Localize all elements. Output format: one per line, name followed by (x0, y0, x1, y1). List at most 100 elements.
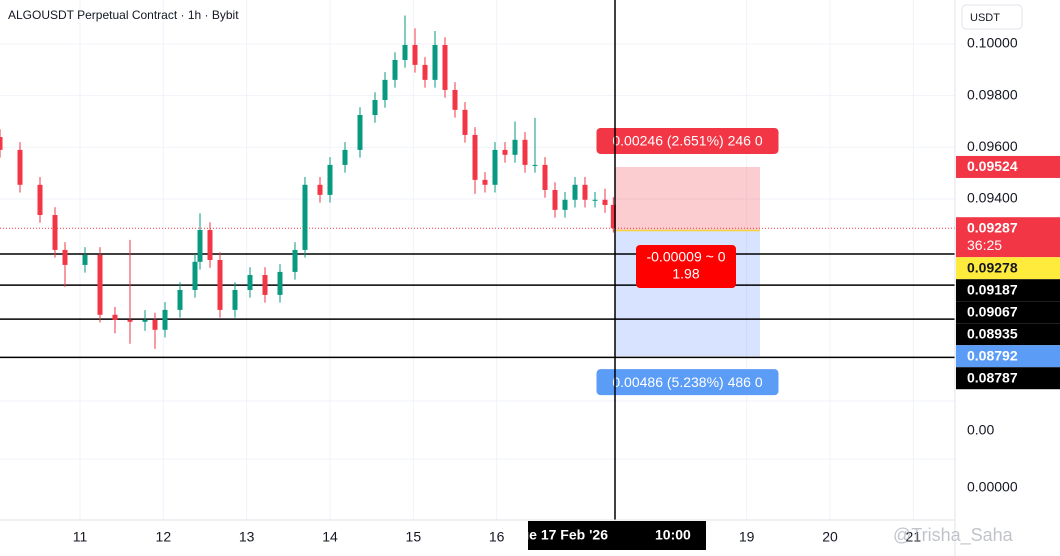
candle-body (317, 184, 323, 195)
price-badge: 0.09187 (967, 281, 1018, 297)
candle-body (502, 149, 508, 155)
watermark: @Trisha_Saha (893, 525, 1014, 546)
candle-body (82, 254, 88, 265)
candle-body (572, 184, 578, 200)
candle-body (382, 79, 388, 101)
candle-body (342, 149, 348, 165)
price-badge-bg (956, 279, 1060, 302)
candle-body (17, 149, 23, 185)
x-tick-label: 16 (489, 529, 505, 545)
x-tick-label: 21 (906, 529, 922, 545)
currency-button[interactable]: USDT (970, 12, 1000, 24)
price-badge-bg (956, 217, 1060, 258)
price-badge-bg (956, 323, 1060, 346)
candle-body (392, 59, 398, 80)
target-zone (615, 166, 760, 231)
candle-body (262, 274, 268, 295)
candle-body (152, 319, 158, 330)
candle-body (562, 199, 568, 210)
candle-body (327, 164, 333, 195)
chart-title: ALGOUSDT Perpetual Contract · 1h · Bybit (8, 8, 239, 22)
x-tick-label: 13 (239, 529, 255, 545)
candle-body (462, 109, 468, 135)
candle-body (522, 139, 528, 165)
candle-body (532, 164, 538, 166)
candle-body (247, 274, 253, 290)
y-tick-label: 0.09600 (967, 138, 1018, 154)
candle-body (582, 184, 588, 200)
candle-body (62, 249, 68, 265)
stop-label: 0.00486 (5.238%) 486 0 (612, 374, 762, 390)
candle-body (37, 184, 43, 216)
crosshair-date: Tue 17 Feb '26 (513, 527, 608, 543)
x-tick-label: 15 (406, 529, 422, 545)
price-badge-bg (956, 257, 1060, 280)
candle-body (0, 136, 3, 150)
center-label: 1.98 (672, 266, 699, 282)
price-badge: 0.09067 (967, 303, 1018, 319)
candle-body (592, 199, 598, 201)
price-badge: 0.09524 (967, 158, 1018, 174)
candle-body (552, 189, 558, 210)
currency-button-bg[interactable] (961, 4, 1023, 30)
y-axis-label: 0.00000 (967, 479, 1018, 495)
price-badge-bg (956, 301, 1060, 324)
candle-body (292, 249, 298, 272)
crosshair-time: 10:00 (655, 527, 691, 543)
candle-body (127, 319, 133, 322)
price-badge: 0.09287 (967, 219, 1018, 235)
price-badge: 0.08792 (967, 347, 1018, 363)
price-badge-bg (956, 367, 1060, 390)
candle-body (602, 199, 608, 205)
candle-body (357, 115, 363, 150)
candle-body (492, 149, 498, 185)
target-label: 0.00246 (2.651%) 246 0 (612, 133, 762, 149)
candle-body (472, 134, 478, 180)
candle-body (432, 44, 438, 80)
candle-body (422, 64, 428, 80)
x-tick-label: 19 (739, 529, 755, 545)
y-axis-label: 0.00 (967, 422, 994, 438)
candle-body (542, 164, 548, 190)
y-tick-label: 0.09400 (967, 190, 1018, 206)
candle-body (162, 309, 168, 330)
candle-body (97, 254, 103, 315)
candle-body (177, 289, 183, 310)
x-tick-label: 14 (322, 529, 338, 545)
center-label-bg (636, 245, 736, 288)
candle-body (442, 44, 448, 90)
price-badge: 0.09278 (967, 259, 1018, 275)
center-label: -0.00009 ~ 0 (646, 249, 725, 265)
crosshair-label-bg (528, 521, 706, 550)
candle-body (412, 44, 418, 65)
price-badge: 0.08935 (967, 325, 1018, 341)
price-badge-bg (956, 345, 1060, 368)
candle-body (192, 261, 198, 290)
candle-body (112, 314, 118, 320)
target-label-bg (596, 127, 779, 154)
y-tick-label: 0.09800 (967, 86, 1018, 102)
candle-body (142, 319, 148, 322)
candle-body (610, 204, 616, 229)
candle-body (402, 44, 408, 60)
candle-body (482, 179, 488, 185)
candle-body (277, 271, 283, 295)
candle-body (372, 100, 378, 116)
stop-label-bg (596, 369, 779, 396)
price-countdown: 36:25 (967, 237, 1002, 253)
y-tick-label: 0.10000 (967, 35, 1018, 51)
candle-body (207, 230, 213, 260)
candle-body (52, 215, 58, 250)
candle-body (232, 289, 238, 310)
candle-body (512, 139, 518, 155)
x-tick-label: 11 (73, 529, 88, 545)
price-badge-bg (956, 155, 1060, 178)
candle-body (302, 184, 308, 250)
candle-body (452, 89, 458, 110)
price-badge: 0.08787 (967, 369, 1018, 385)
x-tick-label: 20 (822, 529, 838, 545)
x-tick-label: 12 (156, 529, 172, 545)
candle-body (217, 260, 223, 310)
